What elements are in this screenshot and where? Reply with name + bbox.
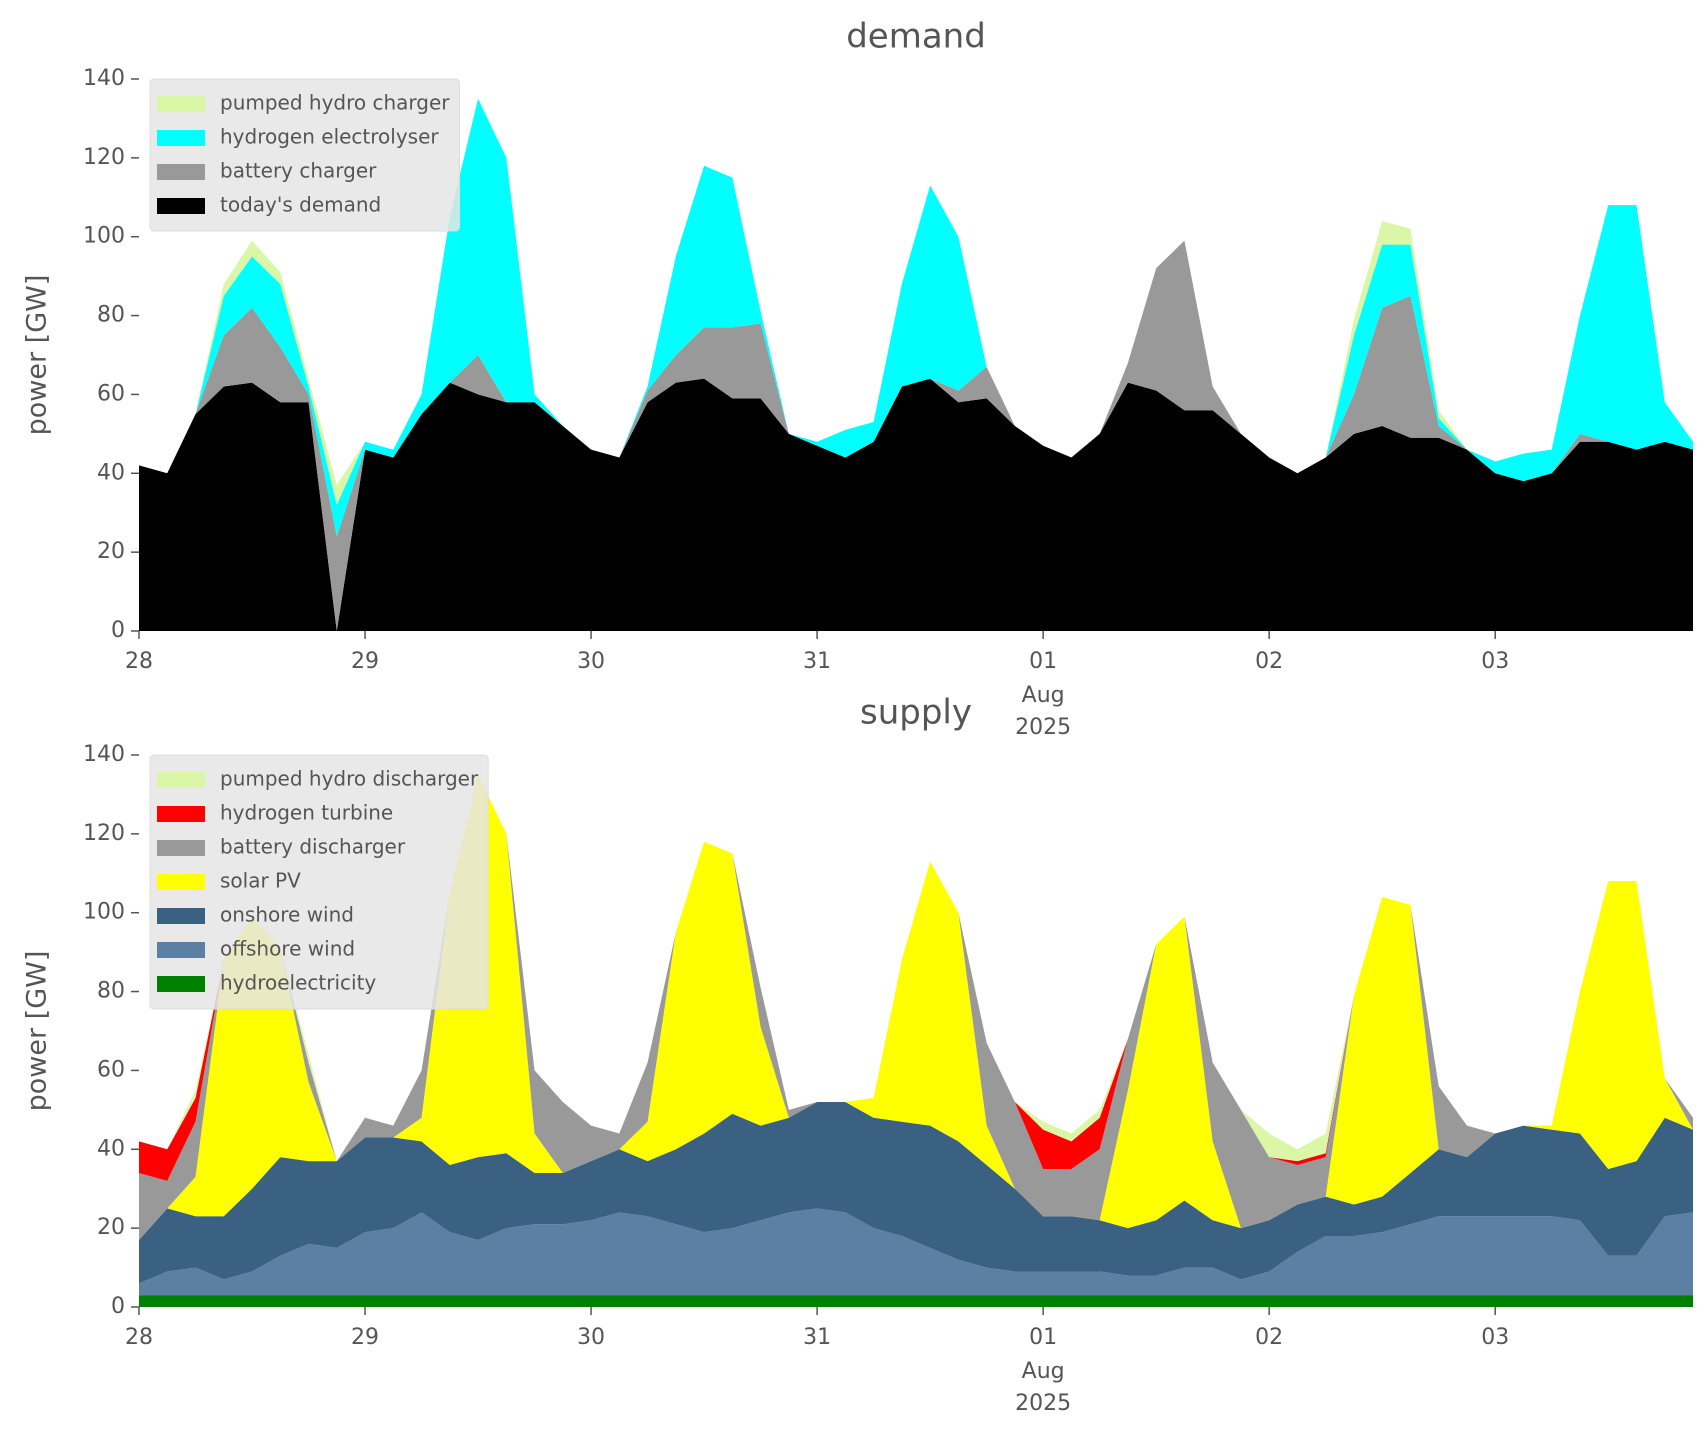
legend-box <box>149 754 489 1010</box>
x-tick-label: 03 <box>1481 649 1509 674</box>
chart-title: demand <box>846 17 986 57</box>
y-axis-label: power [GW] <box>22 951 53 1112</box>
legend-box <box>149 78 461 232</box>
legend-swatch <box>157 806 205 822</box>
y-tick-label: 20 <box>97 1215 125 1240</box>
y-tick-label: 60 <box>97 1057 125 1082</box>
legend-label: hydrogen electrolyser <box>220 125 439 149</box>
x-sublabel: Aug <box>1022 683 1065 708</box>
legend-swatch <box>157 942 205 958</box>
legend-label: onshore wind <box>220 903 354 927</box>
y-tick-label: 120 <box>83 821 125 846</box>
x-tick-label: 30 <box>577 649 605 674</box>
legend-swatch <box>157 164 205 180</box>
legend-label: battery discharger <box>220 835 406 859</box>
legend-label: today's demand <box>220 193 381 217</box>
area <box>139 98 1693 537</box>
legend-label: pumped hydro discharger <box>220 767 479 791</box>
legend-swatch <box>157 772 205 788</box>
area <box>139 774 1693 1240</box>
y-tick-label: 80 <box>97 303 125 328</box>
y-tick-label: 100 <box>83 224 125 249</box>
legend-label: hydroelectricity <box>220 971 376 995</box>
legend-swatch <box>157 840 205 856</box>
legend: pumped hydro charger hydrogen electrolyse… <box>149 78 461 232</box>
y-tick-label: 140 <box>83 66 125 91</box>
legend-swatch <box>157 130 205 146</box>
y-tick-label: 0 <box>111 1294 125 1319</box>
legend-label: pumped hydro charger <box>220 91 450 115</box>
y-tick-label: 0 <box>111 618 125 643</box>
x-tick-label: 31 <box>803 1325 831 1350</box>
x-tick-label: 28 <box>125 1325 153 1350</box>
y-tick-label: 120 <box>83 145 125 170</box>
legend-label: battery charger <box>220 159 377 183</box>
x-sublabel: 2025 <box>1015 1391 1071 1416</box>
y-tick-label: 40 <box>97 460 125 485</box>
legend-swatch <box>157 198 205 214</box>
legend-swatch <box>157 976 205 992</box>
y-tick-label: 20 <box>97 539 125 564</box>
x-tick-label: 30 <box>577 1325 605 1350</box>
y-tick-label: 60 <box>97 381 125 406</box>
area <box>139 1208 1693 1296</box>
y-axis-label: power [GW] <box>22 275 53 436</box>
x-sublabel: Aug <box>1022 1359 1065 1384</box>
area <box>139 378 1693 631</box>
legend-label: hydrogen turbine <box>220 801 393 825</box>
x-tick-label: 29 <box>351 1325 379 1350</box>
legend-swatch <box>157 96 205 112</box>
x-tick-label: 02 <box>1255 649 1283 674</box>
x-tick-label: 01 <box>1029 649 1057 674</box>
x-tick-label: 29 <box>351 649 379 674</box>
panel: 0 20 40 60 80 100 120 140 28 29 30 31 01 02 03 Aug 2025 s… <box>22 693 1693 1416</box>
legend-swatch <box>157 874 205 890</box>
chart-title: supply <box>860 693 972 733</box>
y-tick-label: 40 <box>97 1136 125 1161</box>
x-tick-label: 01 <box>1029 1325 1057 1350</box>
x-tick-label: 28 <box>125 649 153 674</box>
y-tick-label: 140 <box>83 742 125 767</box>
legend: pumped hydro discharger hydrogen turbine b… <box>149 754 489 1010</box>
x-tick-label: 02 <box>1255 1325 1283 1350</box>
y-tick-label: 100 <box>83 900 125 925</box>
legend-label: solar PV <box>220 869 301 893</box>
panel: 0 20 40 60 80 100 120 140 28 29 30 31 01 02 03 Aug 2025 d… <box>22 17 1693 740</box>
x-tick-label: 03 <box>1481 1325 1509 1350</box>
legend-label: offshore wind <box>220 937 355 961</box>
legend-swatch <box>157 908 205 924</box>
x-tick-label: 31 <box>803 649 831 674</box>
y-tick-label: 80 <box>97 979 125 1004</box>
x-sublabel: 2025 <box>1015 715 1071 740</box>
area <box>139 1295 1693 1307</box>
area <box>139 1101 1693 1284</box>
